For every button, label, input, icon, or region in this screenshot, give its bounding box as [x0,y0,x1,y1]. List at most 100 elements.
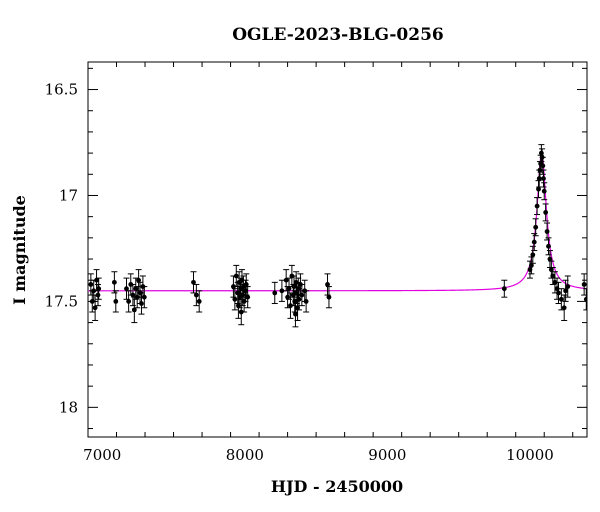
data-point [561,294,568,321]
data-point [325,286,332,309]
data-marker [547,256,553,262]
data-marker [536,186,541,192]
data-point [564,275,571,298]
data-marker [565,284,571,289]
data-point [196,290,203,313]
data-point [583,288,587,311]
data-marker [541,188,547,194]
data-marker [546,243,551,249]
y-axis-label: I magnitude [10,195,29,305]
data-point [531,233,538,252]
data-marker [233,273,239,279]
data-point [112,290,119,313]
data-point [540,169,547,188]
data-point [193,283,200,307]
data-marker [543,210,549,215]
model-layer [88,152,587,292]
data-point [555,281,562,305]
data-marker [531,239,537,245]
y-tick-label: 17 [59,186,78,204]
data-marker [540,163,546,169]
data-point [233,264,240,288]
data-point [244,286,251,309]
data-marker [538,150,544,156]
data-point [501,279,508,298]
data-marker [563,288,569,294]
x-tick-label: 9000 [368,446,406,464]
data-point [129,283,136,307]
data-marker [126,299,132,304]
data-point [111,271,118,294]
data-point [541,182,548,201]
data-marker [96,286,102,292]
chart-title: OGLE-2023-BLG-0256 [232,25,444,45]
data-marker [544,229,550,234]
x-tick-label: 8000 [226,446,264,464]
data-point [141,286,148,309]
data-point [190,271,197,294]
data-marker [558,296,564,302]
data-marker [583,296,587,302]
x-tick-label: 7000 [83,446,121,464]
data-marker [191,279,196,285]
data-point [535,180,542,199]
data-point [92,294,99,321]
data-marker [196,299,202,304]
data-marker [111,279,117,285]
data-point [134,286,141,309]
data-marker [243,282,249,287]
data-marker [556,290,561,296]
data-point [539,156,546,175]
axis-ticks [87,62,587,437]
data-marker [541,176,546,181]
data-marker [88,282,94,287]
data-point [545,237,552,256]
data-point [88,273,94,296]
data-marker [134,294,140,300]
data-marker [283,277,289,283]
x-axis-label: HJD - 2450000 [271,477,403,496]
data-marker [95,292,101,298]
data-marker [136,277,142,283]
data-marker [552,279,558,285]
y-tick-label: 16.5 [45,81,78,99]
data-marker [293,311,298,317]
data-point [271,281,278,305]
y-tick-label: 18 [59,398,78,416]
plot-frame [87,61,588,438]
data-marker [92,305,98,311]
data-point [298,283,305,307]
data-marker [325,282,330,287]
data-marker [94,277,99,283]
data-marker [130,292,136,298]
data-marker [528,262,534,268]
data-marker [139,301,144,306]
data-marker [286,286,292,292]
data-marker [303,299,309,304]
data-point [542,203,549,222]
data-point [303,290,310,313]
data-point [286,277,293,300]
data-marker [533,224,539,230]
axis-tick-labels: 7000 8000 9000 10000 16.5 17 17.5 18 [45,81,554,464]
data-point [138,292,145,315]
data-marker [534,203,540,209]
data-point [291,275,298,298]
data-point [532,218,539,237]
data-marker [245,294,251,300]
data-marker [131,307,137,313]
data-marker [124,286,129,292]
x-tick-label: 10000 [506,446,554,464]
data-marker [279,288,285,294]
data-marker [561,305,567,311]
data-marker [326,294,332,300]
data-marker [291,284,297,289]
data-marker [141,294,147,300]
data-marker [296,296,302,302]
data-marker [232,296,238,302]
data-marker [581,282,587,287]
data-point [231,288,238,311]
data-point [95,277,102,300]
data-point [581,273,587,296]
